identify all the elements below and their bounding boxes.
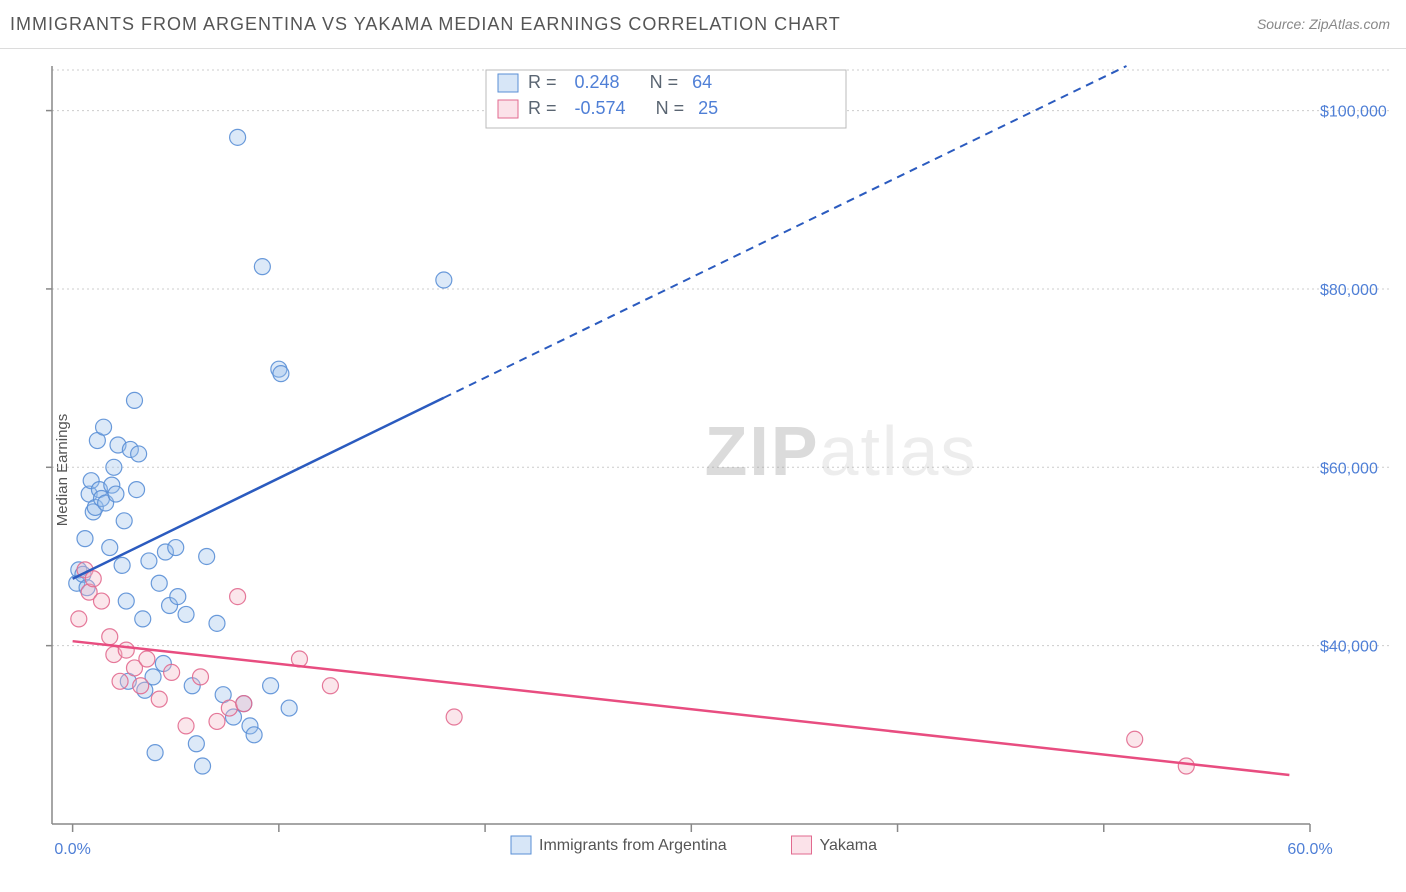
legend-swatch bbox=[498, 74, 518, 92]
source-attribution: Source: ZipAtlas.com bbox=[1257, 16, 1390, 32]
point-series-0 bbox=[131, 446, 147, 462]
point-series-0 bbox=[195, 758, 211, 774]
point-series-0 bbox=[230, 129, 246, 145]
point-series-0 bbox=[199, 548, 215, 564]
point-series-1 bbox=[230, 589, 246, 605]
point-series-1 bbox=[209, 713, 225, 729]
y-tick-label: $100,000 bbox=[1320, 104, 1387, 121]
legend-swatch bbox=[792, 836, 812, 854]
point-series-0 bbox=[263, 678, 279, 694]
point-series-0 bbox=[102, 540, 118, 556]
point-series-1 bbox=[85, 571, 101, 587]
point-series-1 bbox=[93, 593, 109, 609]
point-series-0 bbox=[141, 553, 157, 569]
point-series-0 bbox=[168, 540, 184, 556]
y-tick-label: $80,000 bbox=[1320, 282, 1378, 299]
point-series-1 bbox=[112, 673, 128, 689]
watermark: ZIPatlas bbox=[705, 412, 978, 490]
point-series-1 bbox=[236, 696, 252, 712]
point-series-0 bbox=[106, 459, 122, 475]
point-series-1 bbox=[133, 678, 149, 694]
point-series-0 bbox=[436, 272, 452, 288]
point-series-0 bbox=[151, 575, 167, 591]
y-tick-label: $60,000 bbox=[1320, 460, 1378, 477]
point-series-0 bbox=[209, 615, 225, 631]
point-series-1 bbox=[139, 651, 155, 667]
source-prefix: Source: bbox=[1257, 16, 1309, 32]
point-series-0 bbox=[118, 593, 134, 609]
point-series-0 bbox=[281, 700, 297, 716]
point-series-1 bbox=[71, 611, 87, 627]
chart-area: Median Earnings ZIPatlas$40,000$60,000$8… bbox=[0, 48, 1406, 892]
point-series-1 bbox=[1178, 758, 1194, 774]
point-series-0 bbox=[96, 419, 112, 435]
point-series-0 bbox=[108, 486, 124, 502]
point-series-1 bbox=[446, 709, 462, 725]
point-series-0 bbox=[116, 513, 132, 529]
source-name: ZipAtlas.com bbox=[1309, 16, 1390, 32]
point-series-1 bbox=[118, 642, 134, 658]
x-tick-label-right: 60.0% bbox=[1287, 841, 1332, 858]
point-series-0 bbox=[254, 259, 270, 275]
point-series-0 bbox=[77, 531, 93, 547]
point-series-0 bbox=[188, 736, 204, 752]
point-series-0 bbox=[126, 392, 142, 408]
legend-swatch bbox=[511, 836, 531, 854]
point-series-1 bbox=[192, 669, 208, 685]
point-series-0 bbox=[129, 482, 145, 498]
scatter-plot: ZIPatlas $40,000 $60,000 $80,000 $100,000 0.0… bbox=[46, 58, 1396, 882]
point-series-0 bbox=[273, 366, 289, 382]
y-tick-label: $40,000 bbox=[1320, 639, 1378, 656]
point-series-0 bbox=[178, 606, 194, 622]
chart-title: IMMIGRANTS FROM ARGENTINA VS YAKAMA MEDI… bbox=[10, 14, 841, 35]
legend-swatch bbox=[498, 100, 518, 118]
trend-line-series-1 bbox=[73, 641, 1290, 775]
point-series-1 bbox=[151, 691, 167, 707]
x-tick-label-left: 0.0% bbox=[54, 841, 90, 858]
point-series-1 bbox=[322, 678, 338, 694]
point-series-0 bbox=[147, 745, 163, 761]
point-series-1 bbox=[164, 664, 180, 680]
legend-label: Yakama bbox=[820, 837, 878, 854]
point-series-1 bbox=[102, 629, 118, 645]
legend-label: Immigrants from Argentina bbox=[539, 837, 727, 854]
point-series-0 bbox=[246, 727, 262, 743]
point-series-0 bbox=[114, 557, 130, 573]
point-series-1 bbox=[1127, 731, 1143, 747]
point-series-0 bbox=[170, 589, 186, 605]
point-series-0 bbox=[135, 611, 151, 627]
chart-header: IMMIGRANTS FROM ARGENTINA VS YAKAMA MEDI… bbox=[0, 0, 1406, 49]
point-series-1 bbox=[178, 718, 194, 734]
point-series-1 bbox=[221, 700, 237, 716]
